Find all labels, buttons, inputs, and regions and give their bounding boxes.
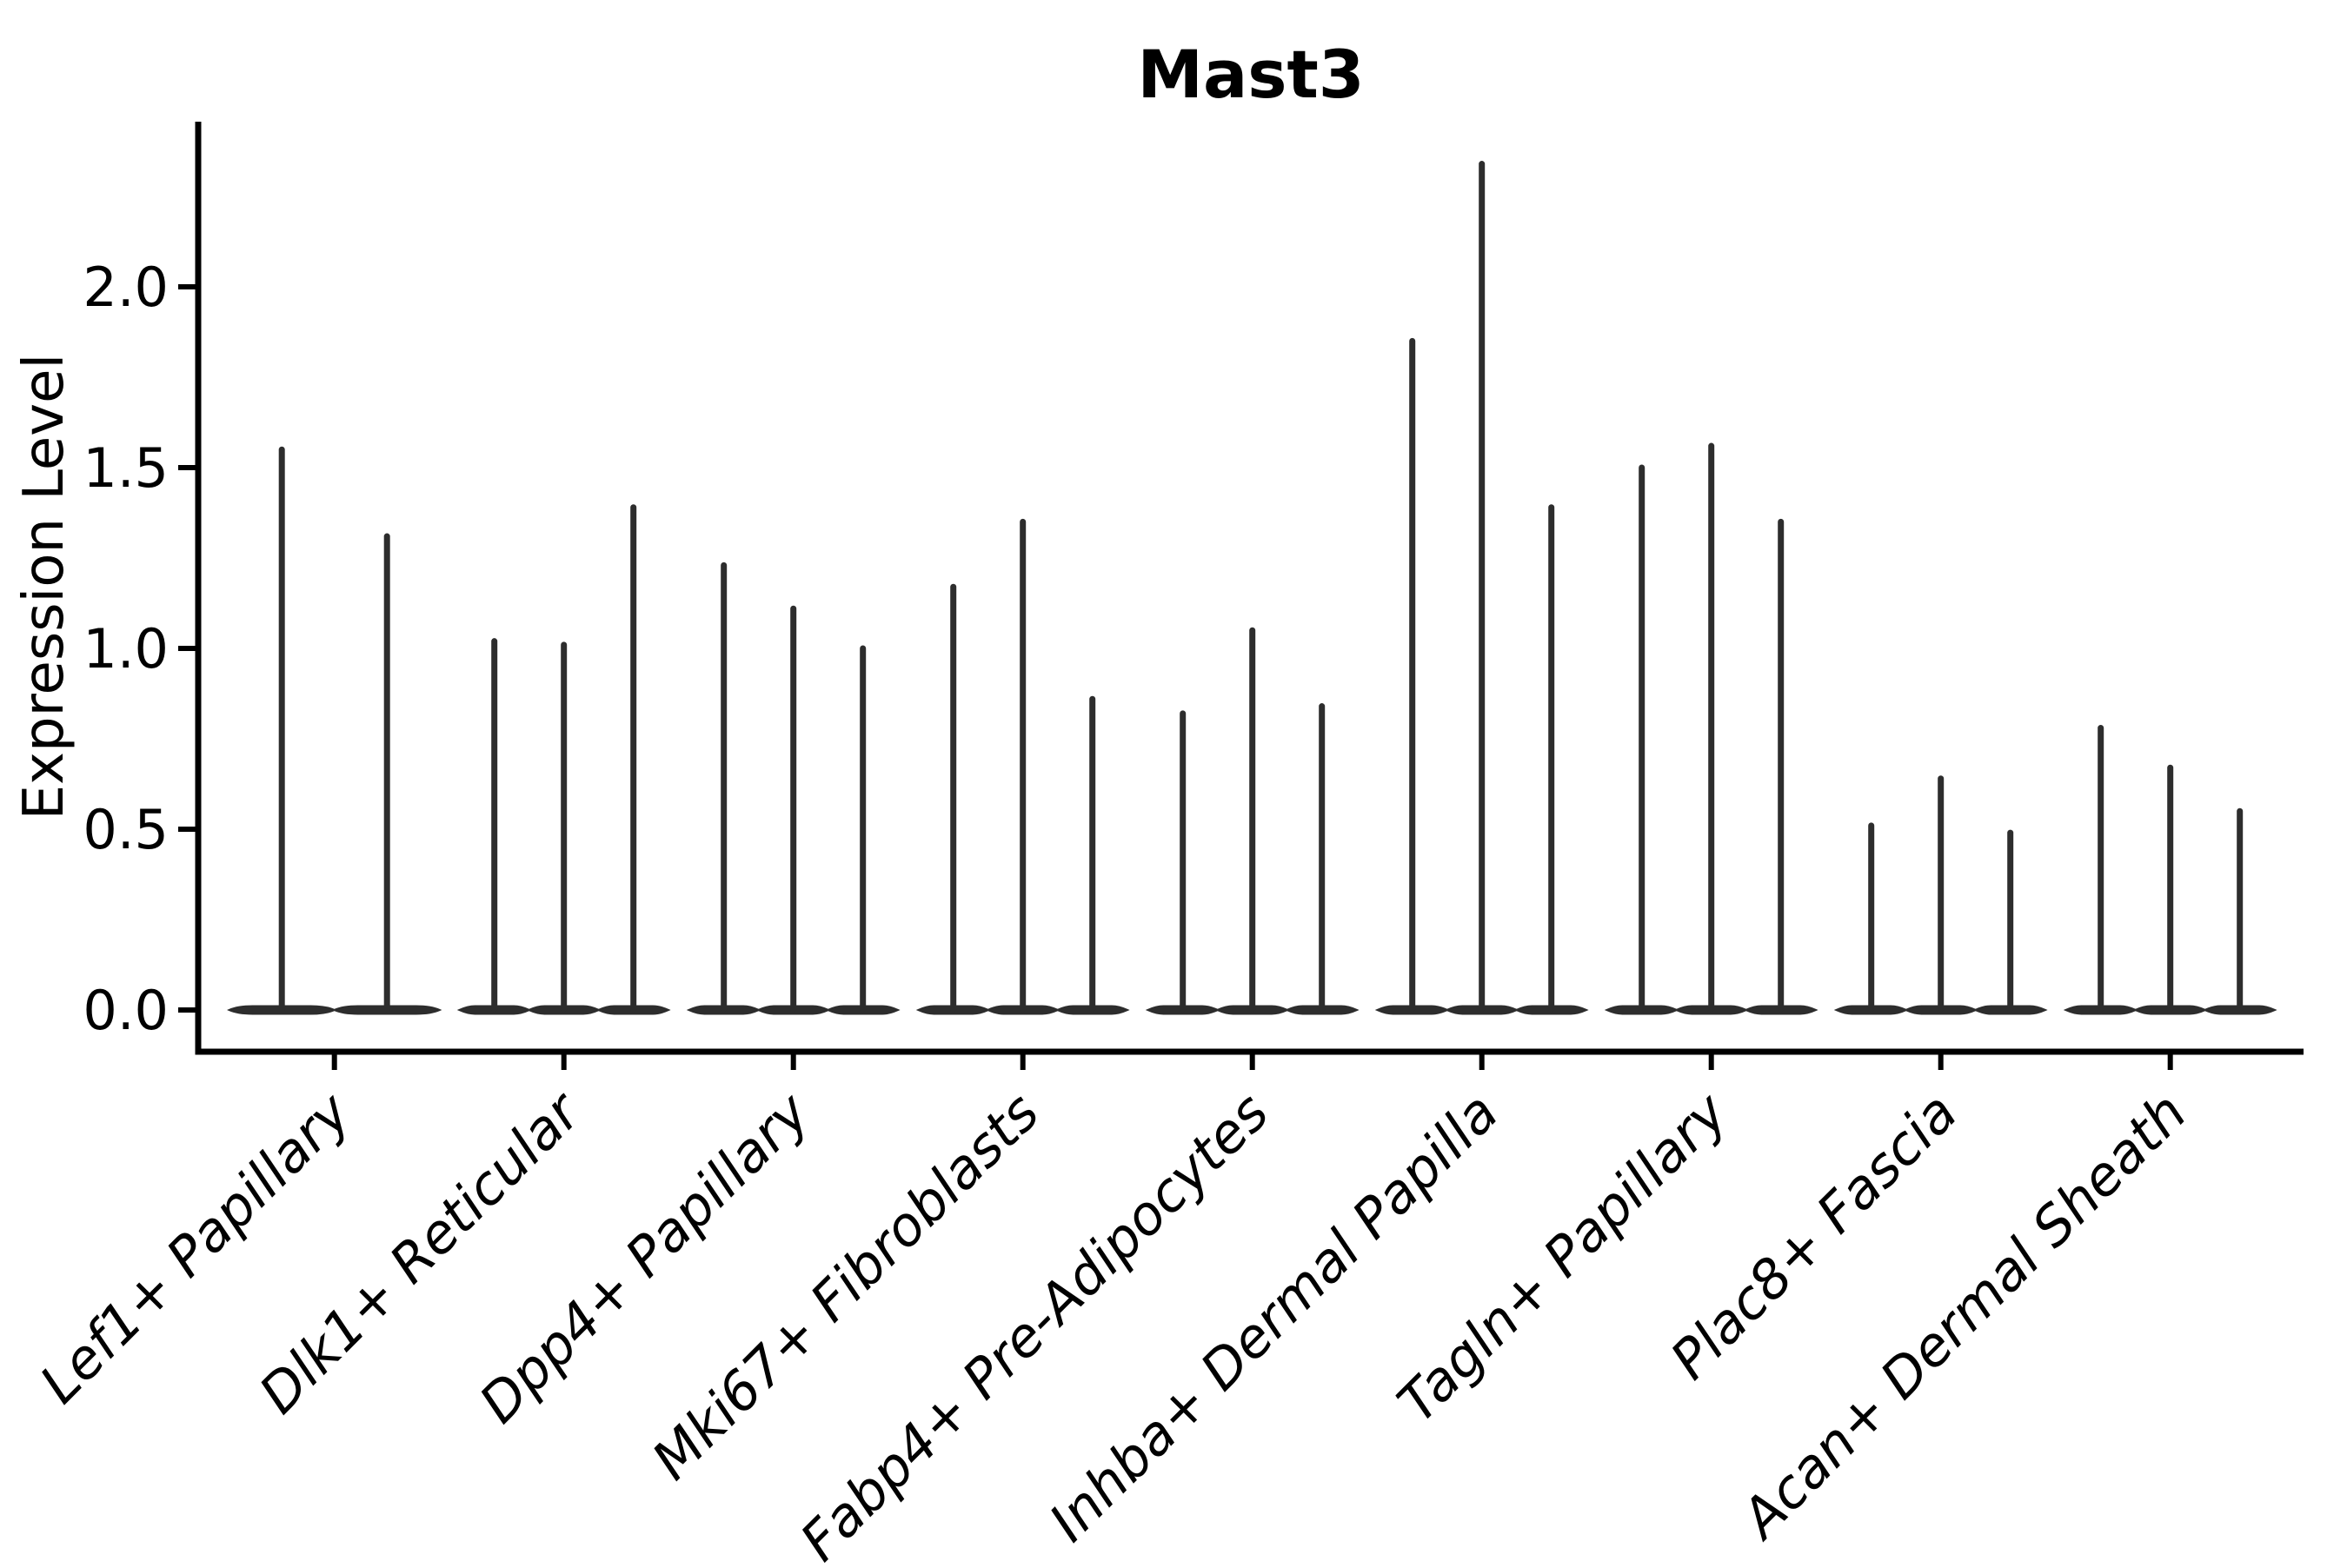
x-tick-label: Inhba+ Dermal Papilla (1037, 1080, 1510, 1553)
violin-group (915, 518, 1130, 1015)
chart-title: Mast3 (1137, 36, 1364, 113)
y-axis-label: Expression Level (12, 354, 76, 821)
violin-group (227, 446, 442, 1015)
x-tick-label: Acan+ Dermal Sheath (1727, 1080, 2199, 1552)
y-tick-label: 0.0 (83, 979, 169, 1042)
violin-group (1833, 775, 2048, 1015)
violin-group (456, 504, 671, 1015)
violin-group (2063, 725, 2277, 1015)
y-tick-label: 1.0 (83, 617, 169, 681)
x-tick-label: Mki67+ Fibroblasts (640, 1080, 1051, 1492)
y-tick-label: 0.5 (83, 798, 169, 861)
y-axis-ticks: 0.0 0.5 1.0 1.5 2.0 (83, 256, 196, 1042)
y-tick-label: 2.0 (83, 256, 169, 319)
violin-group (686, 561, 901, 1015)
violin-group (1145, 627, 1360, 1015)
violins (227, 161, 2277, 1015)
axes-spines (195, 122, 2304, 1055)
violin-group (1604, 442, 1818, 1015)
violin-group (1374, 161, 1589, 1015)
x-tick-label: Fabp4+ Pre-Adipocytes (788, 1080, 1280, 1565)
y-tick-label: 1.5 (83, 436, 169, 500)
